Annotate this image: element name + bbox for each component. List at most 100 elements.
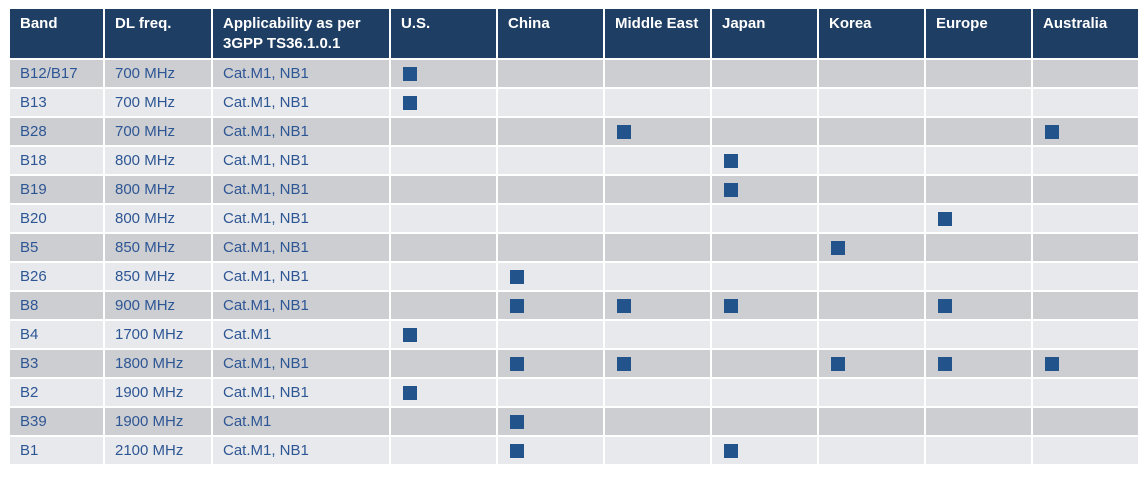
region-cell (389, 87, 498, 118)
applicability-cell: Cat.M1, NB1 (211, 58, 391, 89)
region-cell (1031, 348, 1140, 379)
region-cell (603, 406, 712, 437)
applicable-marker-icon (938, 356, 952, 371)
dl-freq-cell: 700 MHz (103, 87, 213, 118)
region-cell (603, 87, 712, 118)
dl-freq-cell: 1900 MHz (103, 377, 213, 408)
band-cell: B3 (8, 348, 105, 379)
region-cell (1031, 174, 1140, 205)
applicability-cell: Cat.M1, NB1 (211, 203, 391, 234)
region-cell (817, 319, 926, 350)
applicability-cell: Cat.M1, NB1 (211, 290, 391, 321)
band-cell: B1 (8, 435, 105, 466)
region-cell (924, 261, 1033, 292)
region-cell (1031, 87, 1140, 118)
dl-freq-cell: 1800 MHz (103, 348, 213, 379)
column-header-applicability: Applicability as per 3GPP TS36.1.0.1 (211, 7, 391, 60)
region-cell (603, 58, 712, 89)
applicable-marker-icon (617, 356, 631, 371)
table-row: B28 700 MHz Cat.M1, NB1 (8, 116, 1140, 147)
region-cell (924, 377, 1033, 408)
table-row: B4 1700 MHz Cat.M1 (8, 319, 1140, 350)
region-cell (1031, 435, 1140, 466)
region-cell (924, 58, 1033, 89)
region-cell (389, 290, 498, 321)
band-cell: B13 (8, 87, 105, 118)
region-cell (817, 435, 926, 466)
column-header-europe: Europe (924, 7, 1033, 60)
applicable-marker-icon (403, 66, 417, 81)
table-row: B26 850 MHz Cat.M1, NB1 (8, 261, 1140, 292)
table-header: Band DL freq. Applicability as per 3GPP … (8, 7, 1140, 60)
region-cell (389, 203, 498, 234)
applicable-marker-icon (510, 269, 524, 284)
applicable-marker-icon (403, 327, 417, 342)
region-cell (924, 116, 1033, 147)
applicable-marker-icon (938, 298, 952, 313)
column-header-band: Band (8, 7, 105, 60)
region-cell (710, 435, 819, 466)
band-cell: B19 (8, 174, 105, 205)
region-cell (1031, 116, 1140, 147)
header-row: Band DL freq. Applicability as per 3GPP … (8, 7, 1140, 60)
table-row: B18 800 MHz Cat.M1, NB1 (8, 145, 1140, 176)
applicable-marker-icon (724, 298, 738, 313)
region-cell (389, 58, 498, 89)
region-cell (710, 145, 819, 176)
table-row: B20 800 MHz Cat.M1, NB1 (8, 203, 1140, 234)
table-row: B8 900 MHz Cat.M1, NB1 (8, 290, 1140, 321)
region-cell (603, 261, 712, 292)
region-cell (496, 203, 605, 234)
band-applicability-table: Band DL freq. Applicability as per 3GPP … (8, 7, 1140, 466)
applicable-marker-icon (403, 95, 417, 110)
applicability-cell: Cat.M1, NB1 (211, 145, 391, 176)
applicable-marker-icon (831, 240, 845, 255)
region-cell (1031, 203, 1140, 234)
region-cell (817, 116, 926, 147)
region-cell (496, 406, 605, 437)
region-cell (603, 116, 712, 147)
applicable-marker-icon (1045, 356, 1059, 371)
table-row: B19 800 MHz Cat.M1, NB1 (8, 174, 1140, 205)
region-cell (710, 116, 819, 147)
band-cell: B8 (8, 290, 105, 321)
region-cell (710, 377, 819, 408)
dl-freq-cell: 900 MHz (103, 290, 213, 321)
region-cell (710, 261, 819, 292)
applicable-marker-icon (724, 182, 738, 197)
region-cell (710, 232, 819, 263)
region-cell (389, 319, 498, 350)
band-cell: B2 (8, 377, 105, 408)
region-cell (496, 319, 605, 350)
column-header-dl-freq: DL freq. (103, 7, 213, 60)
region-cell (1031, 319, 1140, 350)
region-cell (389, 232, 498, 263)
region-cell (817, 203, 926, 234)
band-cell: B28 (8, 116, 105, 147)
table-row: B1 2100 MHz Cat.M1, NB1 (8, 435, 1140, 466)
region-cell (817, 406, 926, 437)
column-header-korea: Korea (817, 7, 926, 60)
applicability-cell: Cat.M1 (211, 406, 391, 437)
region-cell (389, 348, 498, 379)
applicable-marker-icon (403, 385, 417, 400)
region-cell (710, 319, 819, 350)
applicable-marker-icon (617, 124, 631, 139)
region-cell (496, 145, 605, 176)
column-header-australia: Australia (1031, 7, 1140, 60)
region-cell (496, 435, 605, 466)
region-cell (1031, 261, 1140, 292)
region-cell (710, 174, 819, 205)
applicable-marker-icon (510, 443, 524, 458)
dl-freq-cell: 700 MHz (103, 116, 213, 147)
applicability-cell: Cat.M1, NB1 (211, 348, 391, 379)
region-cell (710, 87, 819, 118)
applicable-marker-icon (1045, 124, 1059, 139)
region-cell (817, 174, 926, 205)
region-cell (1031, 232, 1140, 263)
table-row: B13 700 MHz Cat.M1, NB1 (8, 87, 1140, 118)
region-cell (710, 348, 819, 379)
region-cell (710, 406, 819, 437)
region-cell (389, 174, 498, 205)
applicable-marker-icon (831, 356, 845, 371)
